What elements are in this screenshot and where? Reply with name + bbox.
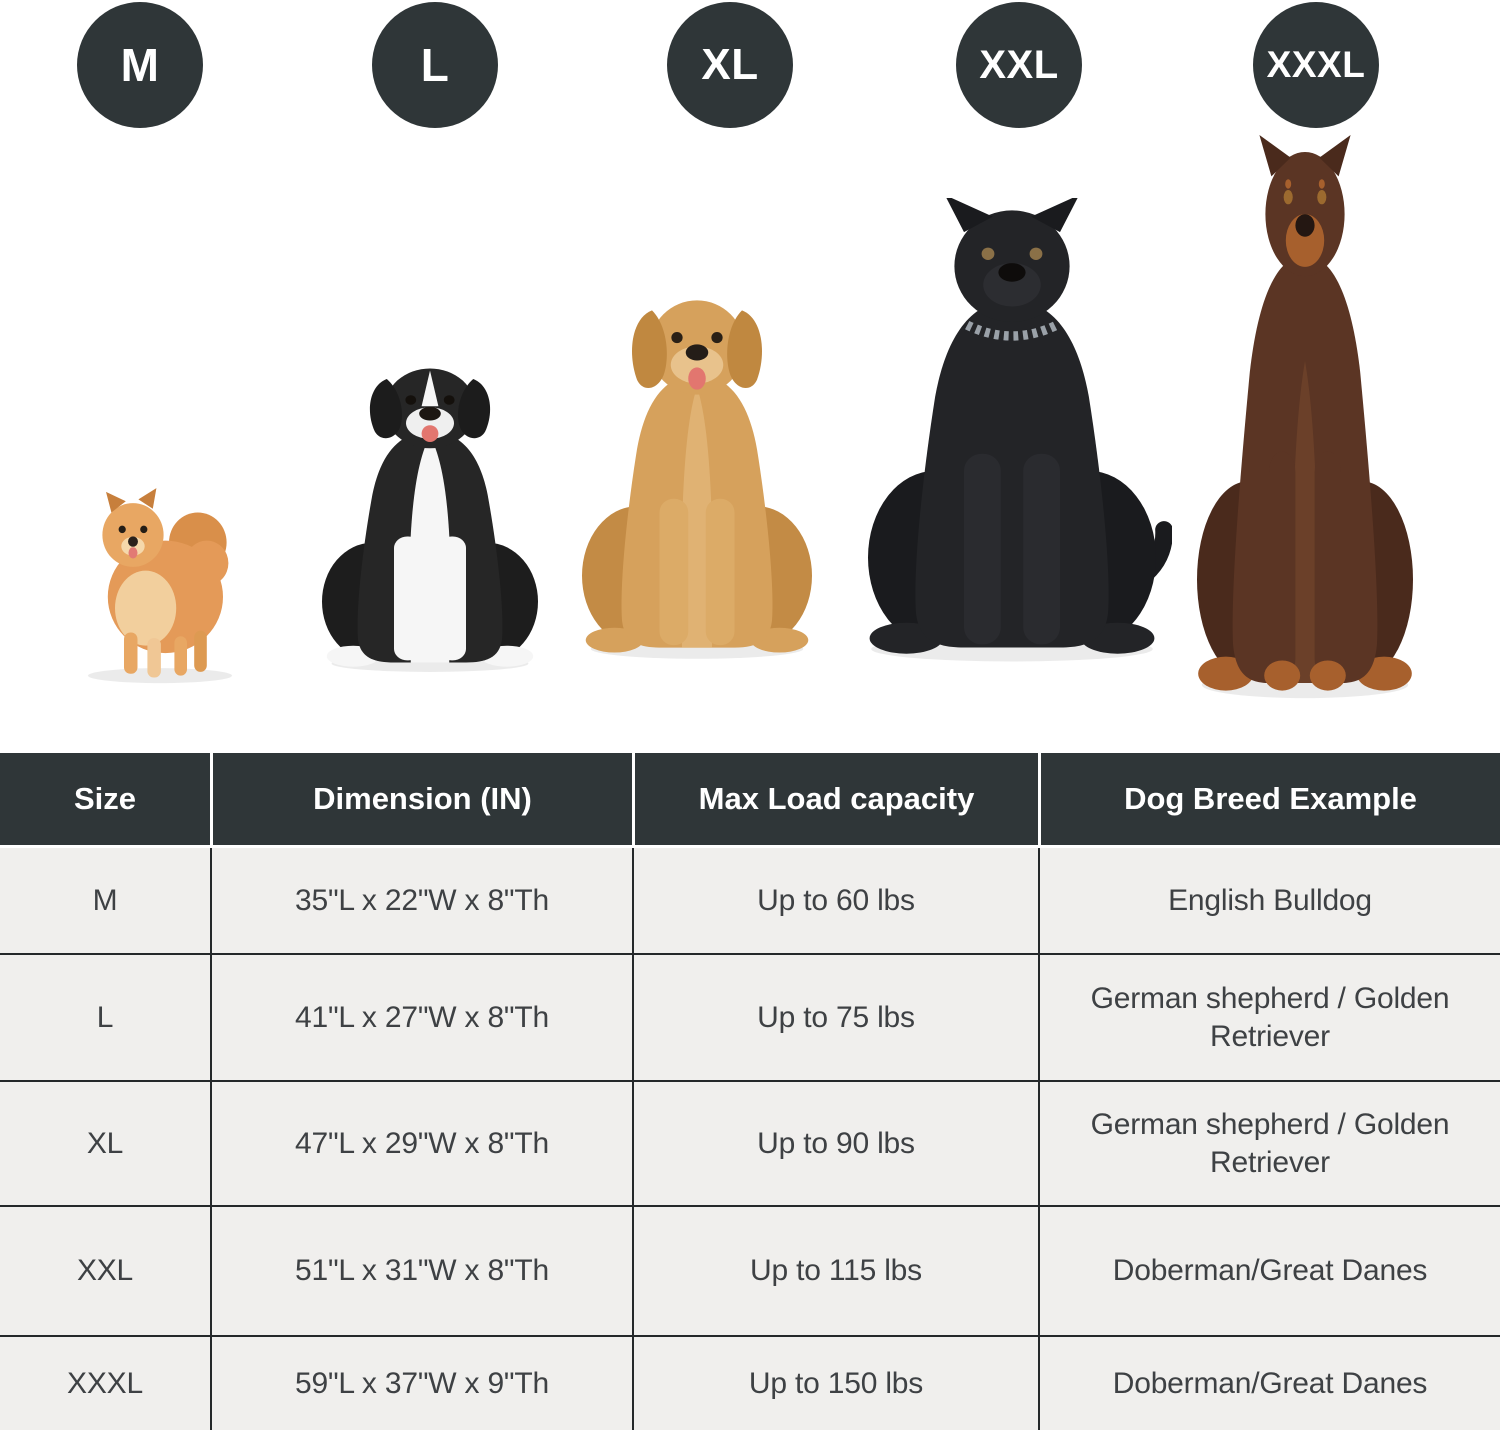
row-xxl-breed: Doberman/Great Danes: [1038, 1205, 1500, 1335]
dog-photo-border-collie: [310, 358, 550, 673]
golden-retriever-icon: [582, 300, 812, 659]
pomeranian-icon: [88, 488, 232, 684]
size-badge-xxxl-label: XXXL: [1266, 44, 1366, 85]
size-badge-l: L: [372, 2, 498, 128]
size-badge-xxl: XXL: [956, 2, 1082, 128]
row-xl-breed: German shepherd / Golden Retriever: [1038, 1080, 1500, 1205]
border-collie-icon: [322, 368, 538, 672]
great-dane-icon: [868, 198, 1172, 662]
row-m-max-load: Up to 60 lbs: [632, 848, 1038, 953]
row-m-size: M: [0, 848, 210, 953]
dog-photo-great-dane: [852, 198, 1172, 663]
column-header-breed: Dog Breed Example: [1038, 753, 1500, 848]
size-badge-xl-label: XL: [701, 40, 759, 89]
dog-photo-doberman: [1185, 135, 1425, 700]
row-xxxl-dimension: 59"L x 37"W x 9"Th: [210, 1335, 632, 1430]
size-badge-m: M: [77, 2, 203, 128]
size-badge-xxl-label: XXL: [979, 42, 1059, 87]
row-xxxl-size: XXXL: [0, 1335, 210, 1430]
row-l-dimension: 41"L x 27"W x 8"Th: [210, 953, 632, 1080]
row-xxl-max-load: Up to 115 lbs: [632, 1205, 1038, 1335]
size-badge-xxxl: XXXL: [1253, 2, 1379, 128]
size-badge-m-label: M: [120, 39, 160, 91]
row-xl-max-load: Up to 90 lbs: [632, 1080, 1038, 1205]
row-l-size: L: [0, 953, 210, 1080]
column-header-size: Size: [0, 753, 210, 848]
size-badge-xl: XL: [667, 2, 793, 128]
row-xl-dimension: 47"L x 29"W x 8"Th: [210, 1080, 632, 1205]
doberman-icon: [1197, 135, 1413, 699]
column-header-max-load: Max Load capacity: [632, 753, 1038, 848]
row-xxl-size: XXL: [0, 1205, 210, 1335]
row-xxxl-breed: Doberman/Great Danes: [1038, 1335, 1500, 1430]
dog-photo-golden-retriever: [572, 288, 822, 660]
row-xxxl-max-load: Up to 150 lbs: [632, 1335, 1038, 1430]
dog-photo-pomeranian: [70, 460, 250, 685]
row-xxl-dimension: 51"L x 31"W x 8"Th: [210, 1205, 632, 1335]
row-l-max-load: Up to 75 lbs: [632, 953, 1038, 1080]
row-xl-size: XL: [0, 1080, 210, 1205]
row-l-breed: German shepherd / Golden Retriever: [1038, 953, 1500, 1080]
column-header-dimension: Dimension (IN): [210, 753, 632, 848]
size-badge-l-label: L: [420, 39, 450, 91]
row-m-dimension: 35"L x 22"W x 8"Th: [210, 848, 632, 953]
size-spec-table: Size Dimension (IN) Max Load capacity Do…: [0, 753, 1500, 1430]
row-m-breed: English Bulldog: [1038, 848, 1500, 953]
